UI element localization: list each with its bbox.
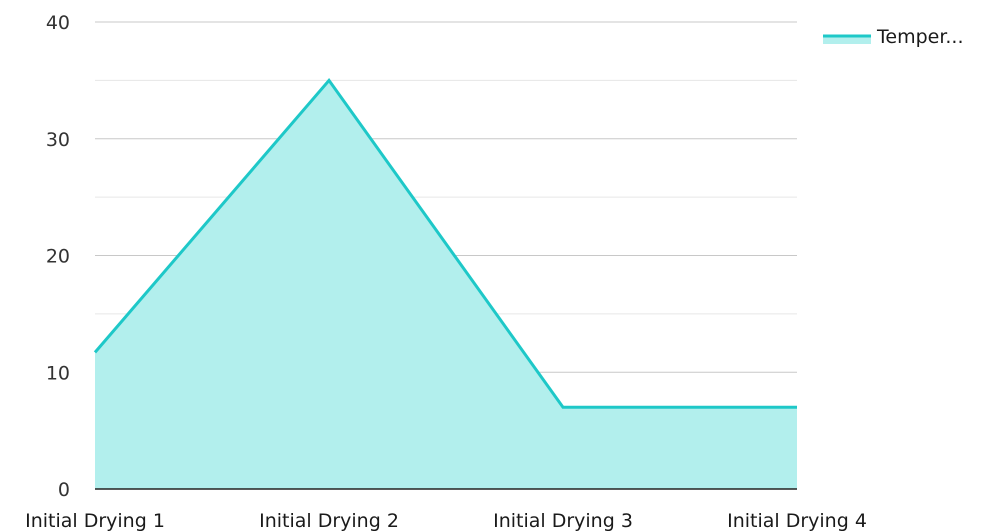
- axes: 0 10 20 30 40 Initial Drying 1 Initial Drying …: [25, 12, 867, 531]
- y-tick-label: 40: [46, 12, 70, 34]
- x-tick-label: Initial Drying 1: [25, 510, 165, 531]
- plot-area: [89, 74, 803, 489]
- x-tick-label: Initial Drying 2: [259, 510, 399, 531]
- legend[interactable]: Temper...: [823, 26, 964, 48]
- x-tick-label: Initial Drying 4: [727, 510, 867, 531]
- y-tick-label: 0: [58, 479, 70, 501]
- y-tick-label: 30: [46, 129, 70, 151]
- series-area-fill: [95, 80, 797, 489]
- data-point[interactable]: [557, 401, 569, 413]
- data-point[interactable]: [89, 346, 101, 358]
- series-line: [93, 77, 797, 409]
- y-tick-label: 10: [46, 362, 70, 384]
- legend-swatch-fill: [823, 36, 871, 44]
- data-point[interactable]: [323, 74, 335, 86]
- data-point[interactable]: [791, 401, 803, 413]
- legend-label[interactable]: Temper...: [876, 26, 964, 48]
- x-tick-label: Initial Drying 3: [493, 510, 633, 531]
- y-tick-label: 20: [46, 246, 70, 268]
